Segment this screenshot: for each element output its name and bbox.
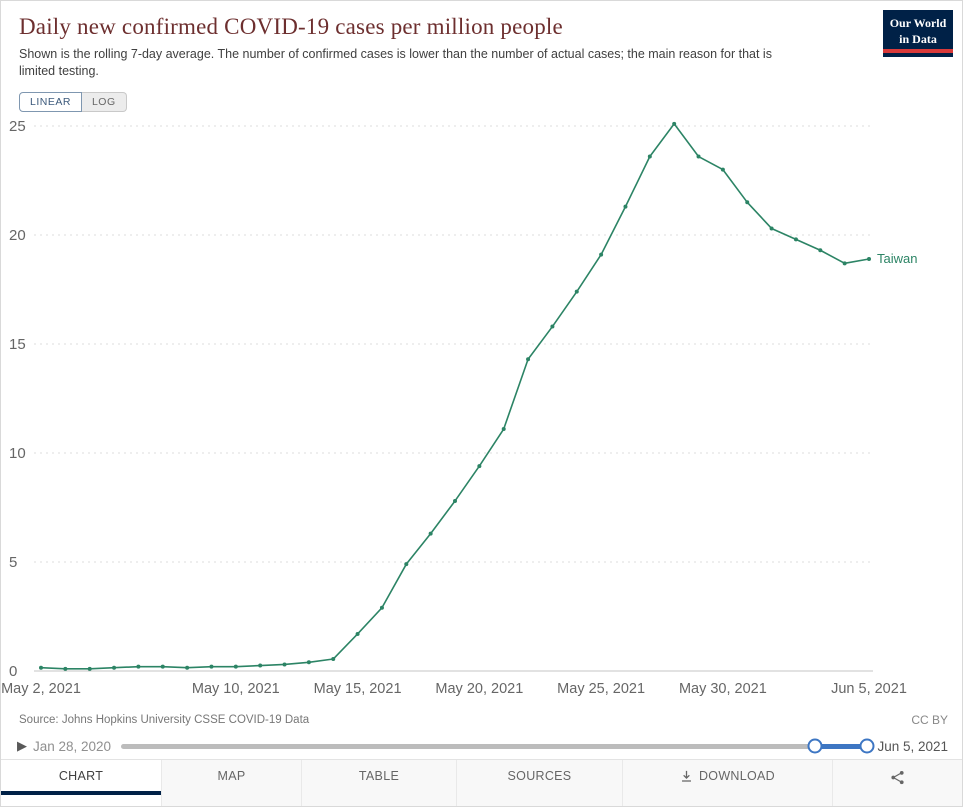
timeline-end-label: Jun 5, 2021 [877, 738, 948, 754]
bottom-tab-bar: CHART MAP TABLE SOURCES DOWNLOAD [1, 759, 962, 806]
svg-text:May 2, 2021: May 2, 2021 [1, 681, 81, 697]
source-row: Source: Johns Hopkins University CSSE CO… [19, 713, 948, 727]
timeline-control: ▶ Jan 28, 2020 Jun 5, 2021 [15, 734, 948, 758]
timeline-start-handle[interactable] [807, 738, 823, 754]
scale-toggle: LINEAR LOG [19, 91, 127, 113]
svg-text:5: 5 [9, 554, 17, 571]
owid-logo-red-bar [883, 49, 953, 54]
owid-logo[interactable]: Our World in Data [883, 10, 953, 58]
svg-text:May 10, 2021: May 10, 2021 [192, 681, 280, 697]
svg-text:May 25, 2021: May 25, 2021 [557, 681, 645, 697]
chart-subtitle: Shown is the rolling 7-day average. The … [19, 47, 772, 78]
linear-scale-button[interactable]: LINEAR [19, 91, 82, 113]
timeline-selected-range[interactable] [815, 743, 868, 749]
log-scale-button[interactable]: LOG [81, 91, 127, 113]
covid-line-chart[interactable]: 0 5 10 15 20 25 May 2, 2021 May 10, 2021 May 15,… [1, 107, 963, 707]
owid-logo-line1: Our World [889, 16, 947, 30]
page-title: Daily new confirmed COVID-19 cases per m… [19, 14, 563, 39]
svg-text:May 15, 2021: May 15, 2021 [314, 681, 402, 697]
svg-text:25: 25 [9, 118, 26, 135]
tab-map[interactable]: MAP [161, 760, 301, 806]
tab-chart[interactable]: CHART [1, 760, 161, 806]
timeline-track[interactable] [121, 738, 875, 754]
svg-text:May 30, 2021: May 30, 2021 [679, 681, 767, 697]
timeline-end-handle[interactable] [859, 738, 875, 754]
tab-table[interactable]: TABLE [301, 760, 456, 806]
timeline-start-label: Jan 28, 2020 [33, 738, 112, 754]
svg-text:May 20, 2021: May 20, 2021 [435, 681, 523, 697]
svg-text:Taiwan: Taiwan [877, 251, 917, 266]
owid-logo-line2: in Data [899, 31, 937, 46]
tab-sources[interactable]: SOURCES [456, 760, 622, 806]
svg-text:20: 20 [9, 227, 26, 244]
svg-text:Jun 5, 2021: Jun 5, 2021 [831, 681, 907, 697]
svg-text:10: 10 [9, 445, 26, 462]
share-icon [890, 770, 905, 785]
svg-text:15: 15 [9, 336, 26, 353]
tab-share[interactable] [832, 760, 962, 806]
chart-plot-area[interactable]: 0 5 10 15 20 25 May 2, 2021 May 10, 2021 May 15,… [1, 107, 963, 707]
svg-text:0: 0 [9, 663, 17, 680]
source-attribution[interactable]: Source: Johns Hopkins University CSSE CO… [19, 714, 310, 726]
license-label[interactable]: CC BY [911, 713, 948, 727]
play-icon[interactable]: ▶ [17, 738, 27, 753]
download-icon [680, 770, 693, 783]
chart-header: Daily new confirmed COVID-19 cases per m… [1, 1, 962, 80]
tab-download[interactable]: DOWNLOAD [622, 760, 832, 806]
